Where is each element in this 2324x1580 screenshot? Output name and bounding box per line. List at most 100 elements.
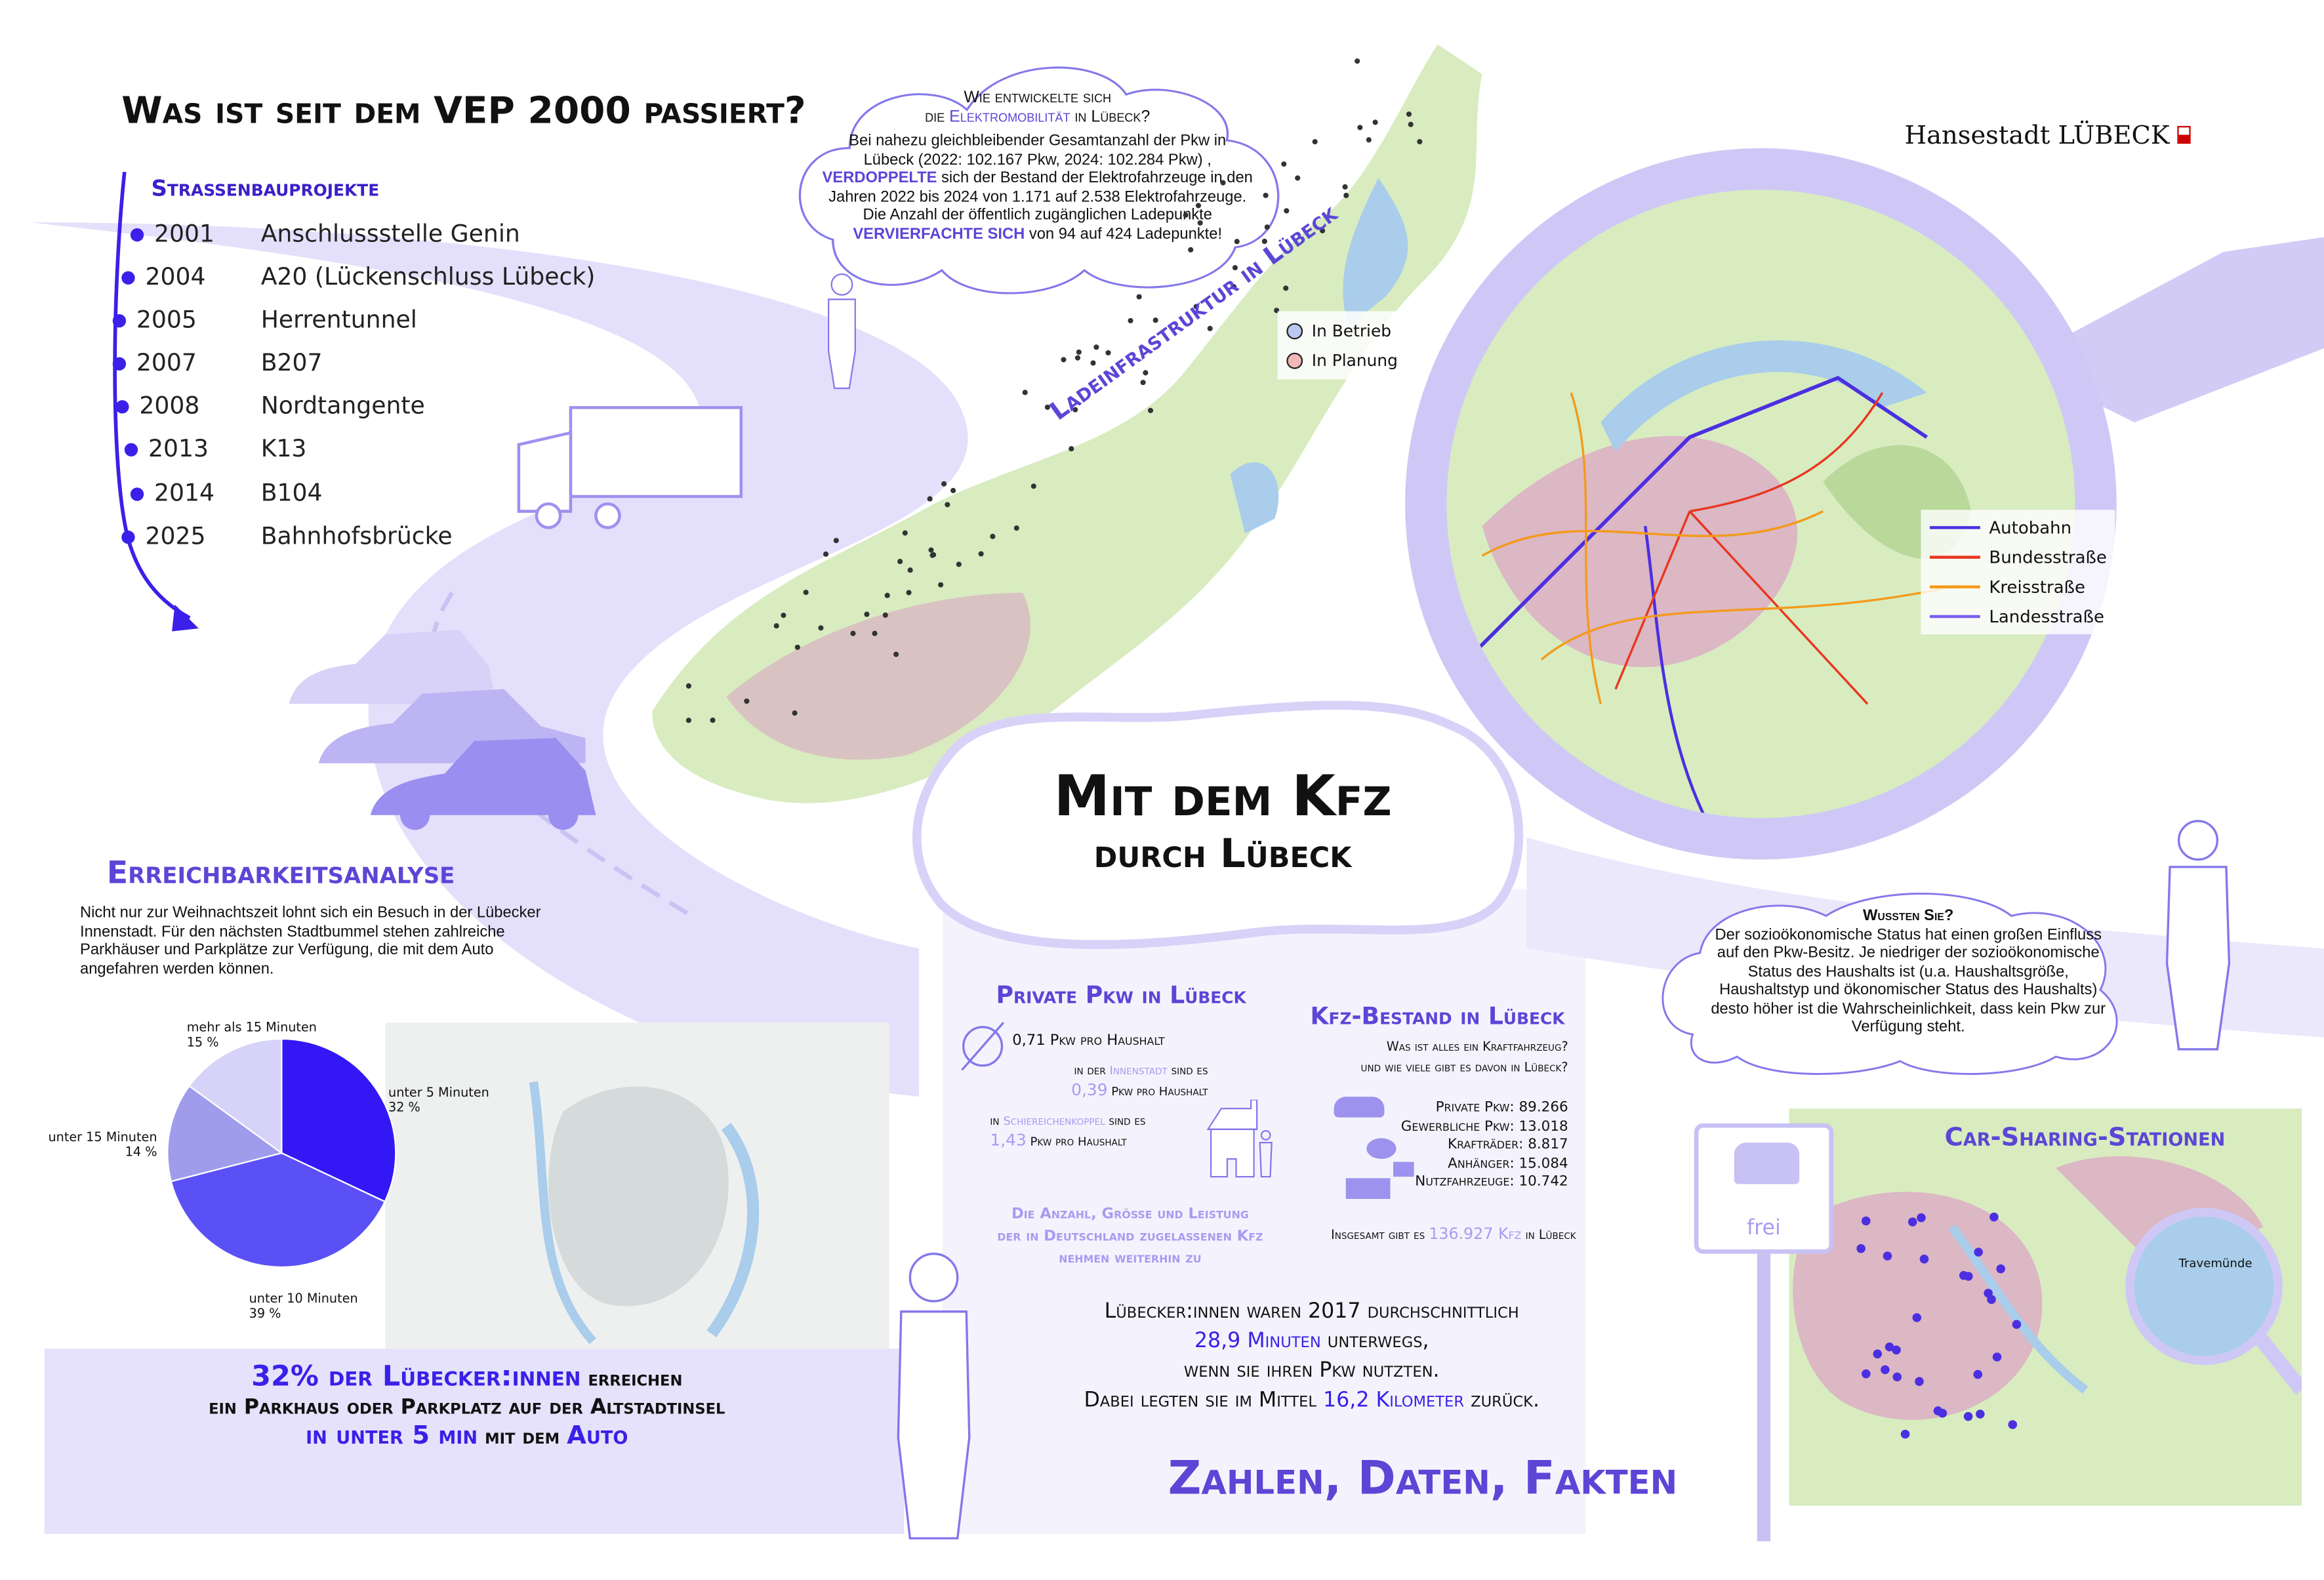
- kfz-title: Kfz-Bestand in Lübeck: [1310, 1002, 1564, 1030]
- kfz-row-label: Private Pkw:: [1436, 1100, 1515, 1116]
- legend-kreisstrasse: Kreisstraße: [1930, 572, 2107, 601]
- pie-label: mehr als 15 Minuten 15 %: [187, 1021, 317, 1051]
- charging-point-marker: [1137, 294, 1142, 299]
- legend-in-planung: In Planung: [1286, 345, 1398, 375]
- pie-chart: [45, 1008, 519, 1334]
- pie-label: unter 10 Minuten 39 %: [249, 1292, 358, 1322]
- timeline-year: 2008: [139, 392, 199, 420]
- timeline-dot: [131, 487, 144, 500]
- charging-point-marker: [744, 699, 749, 704]
- charging-point-marker: [1075, 355, 1080, 361]
- charging-point-marker: [945, 502, 950, 507]
- charging-point-marker: [990, 534, 995, 539]
- carsharing-station-marker: [1881, 1366, 1890, 1375]
- carsharing-station-marker: [1974, 1247, 1983, 1257]
- charging-point-marker: [1208, 326, 1213, 331]
- kfz-trend: Die Anzahl, Größe und Leistung der in Deu…: [956, 1204, 1304, 1270]
- sign-text: frei: [1699, 1217, 1829, 1240]
- charging-point-marker: [804, 590, 809, 595]
- charging-point-marker: [781, 613, 786, 618]
- charging-point-marker: [1265, 224, 1270, 230]
- charging-point-marker: [686, 683, 691, 689]
- charging-point-marker: [1406, 111, 1412, 117]
- timeline-project: K13: [261, 434, 307, 462]
- carsharing-station-marker: [1964, 1412, 1973, 1421]
- legend-landesstrasse: Landesstraße: [1930, 601, 2107, 631]
- carsharing-station-marker: [1908, 1217, 1917, 1226]
- charging-point-marker: [906, 590, 911, 595]
- charging-point-marker: [818, 625, 823, 630]
- charging-point-marker: [795, 645, 800, 650]
- carsharing-station-marker: [1913, 1313, 1922, 1322]
- timeline-project: Herrentunnel: [261, 305, 417, 333]
- charging-point-marker: [1198, 220, 1203, 226]
- timeline-year: 2001: [154, 219, 214, 247]
- carsharing-station-marker: [1984, 1289, 1993, 1298]
- pie-label: unter 5 Minuten 32 %: [388, 1086, 489, 1116]
- carsharing-station-marker: [1915, 1377, 1924, 1387]
- carsharing-station-marker: [1974, 1370, 1983, 1379]
- timeline-dot: [121, 272, 134, 285]
- timeline-project: B207: [261, 348, 323, 376]
- charging-point-marker: [885, 593, 890, 598]
- car-icon: [1734, 1143, 1799, 1184]
- charging-point-marker: [1069, 446, 1074, 451]
- charging-point-marker: [1220, 180, 1225, 186]
- charging-point-marker: [774, 623, 779, 628]
- timeline-dot: [113, 314, 126, 327]
- charging-point-marker: [686, 718, 691, 723]
- charging-point-marker: [941, 481, 947, 487]
- charging-point-marker: [893, 652, 899, 657]
- timeline-project: B104: [261, 479, 323, 507]
- carsharing-station-marker: [2008, 1420, 2018, 1429]
- travel-stats: Lübecker:innen waren 2017 durchschnittli…: [1008, 1297, 1616, 1415]
- charging-point-marker: [1061, 357, 1066, 362]
- carsharing-station-marker: [1862, 1217, 1871, 1226]
- timeline-year: 2007: [136, 348, 197, 376]
- average-symbol-icon: [956, 1020, 1009, 1073]
- kfz-row: Anhänger: 15.084: [1334, 1155, 1568, 1173]
- legend-in-betrieb: In Betrieb: [1286, 315, 1398, 345]
- legend-bundesstrasse: Bundesstraße: [1930, 542, 2107, 572]
- charging-point-marker: [1313, 139, 1318, 144]
- kfz-row-value: 15.084: [1519, 1155, 1568, 1171]
- carsharing-station-marker: [1934, 1406, 1943, 1415]
- charging-point-marker: [1343, 193, 1349, 198]
- timeline-dot: [131, 228, 144, 241]
- carsharing-station-marker: [1993, 1352, 2002, 1362]
- kfz-row: Nutzfahrzeuge: 10.742: [1334, 1174, 1568, 1192]
- kfz-row-label: Krafträder:: [1448, 1137, 1523, 1153]
- kfz-row-value: 89.266: [1519, 1100, 1568, 1116]
- charging-point-marker: [1188, 247, 1193, 253]
- road-map-magnifier: [1393, 141, 2324, 897]
- charging-point-marker: [834, 538, 839, 543]
- charging-point-marker: [897, 559, 903, 564]
- charging-point-marker: [1141, 380, 1146, 385]
- footer-title: Zahlen, Daten, Fakten: [1168, 1452, 1678, 1505]
- charging-point-marker: [1183, 213, 1189, 218]
- charging-point-marker: [908, 567, 913, 573]
- carsharing-station-marker: [1901, 1430, 1910, 1439]
- avg-pkw: 0,71 Pkw pro Haushalt: [1012, 1033, 1164, 1049]
- charging-point-marker: [938, 582, 943, 588]
- kfz-row-value: 10.742: [1519, 1174, 1568, 1190]
- charging-point-marker: [1196, 203, 1201, 208]
- charging-point-marker: [1143, 370, 1148, 375]
- timeline-dot: [125, 443, 138, 456]
- charging-point-marker: [792, 710, 797, 716]
- carsharing-station-marker: [1873, 1350, 1882, 1359]
- timeline-dot: [121, 531, 134, 544]
- reach-statement: 32% der Lübecker:innen erreichen ein Par…: [45, 1364, 889, 1453]
- person-icon: [889, 1245, 979, 1541]
- charging-legend: In Betrieb In Planung: [1278, 312, 1407, 380]
- travemuende-label: Travemünde: [2179, 1257, 2253, 1270]
- kfz-question: Was ist alles ein Kraftfahrzeug? und wie …: [1242, 1038, 1568, 1079]
- fact-text: Wussten Sie? Der sozioökonomische Status…: [1705, 907, 2112, 1037]
- charging-point-marker: [1283, 285, 1288, 291]
- carsharing-station-marker: [1989, 1213, 1999, 1222]
- charging-point-marker: [850, 631, 855, 636]
- charging-point-marker: [1023, 390, 1028, 395]
- timeline-year: 2013: [148, 434, 209, 462]
- kfz-row-label: Nutzfahrzeuge:: [1415, 1174, 1514, 1190]
